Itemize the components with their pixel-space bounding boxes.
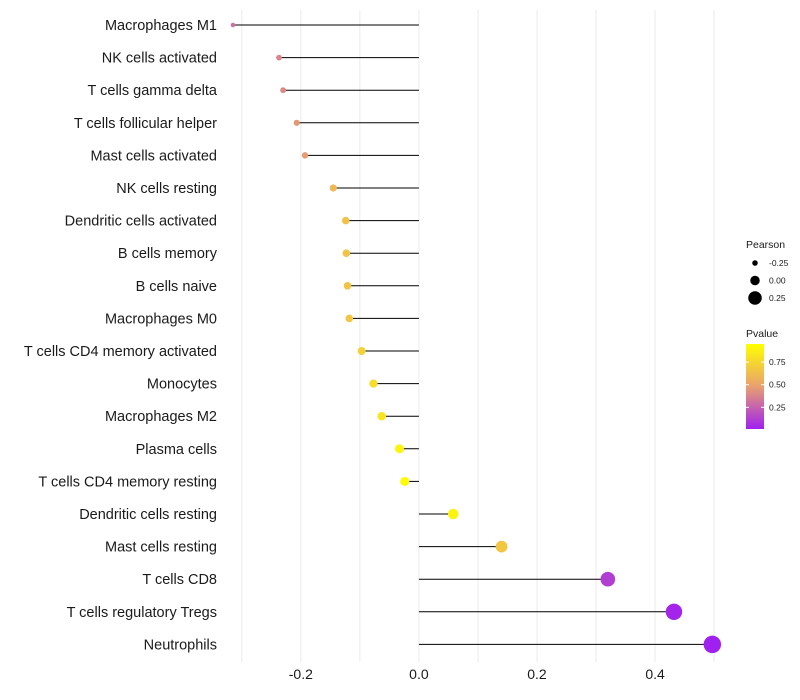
category-label: Macrophages M0 (105, 311, 217, 327)
color-legend-label: 0.25 (769, 402, 786, 412)
size-legend-label: 0.00 (769, 276, 786, 286)
category-labels: Macrophages M1 NK cells activated T cells … (24, 18, 218, 653)
lollipop-point (357, 347, 366, 355)
size-legend-label: -0.25 (769, 258, 789, 268)
size-legend-dot (752, 260, 758, 266)
lollipop-point (369, 379, 378, 388)
color-legend-label: 0.50 (769, 380, 786, 390)
category-label: T cells follicular helper (74, 116, 217, 132)
category-label: B cells naive (136, 279, 217, 295)
category-label: Mast cells resting (105, 540, 217, 556)
x-tick-label: -0.2 (289, 666, 313, 682)
category-label: Dendritic cells resting (79, 507, 217, 523)
lollipop-point (293, 119, 300, 126)
color-legend-label: 0.75 (769, 357, 786, 367)
x-tick-label: 0.4 (645, 666, 665, 682)
lollipop-point (342, 249, 351, 257)
x-axis-ticks: -0.2 0.0 0.2 0.4 (289, 666, 665, 682)
lollipop-point (230, 22, 236, 28)
lollipop-point (280, 87, 287, 94)
lollipop-point (703, 635, 722, 654)
lollipop-point (447, 508, 459, 520)
lollipop-point (301, 152, 309, 159)
x-tick-label: 0.0 (409, 666, 429, 682)
lollipop-point (345, 314, 354, 323)
lollipop-stems (232, 24, 713, 645)
category-label: Plasma cells (136, 442, 217, 458)
lollipop-point (276, 54, 282, 61)
category-label: T cells regulatory Tregs (67, 605, 217, 621)
lollipop-point (600, 571, 616, 587)
lollipop-point (495, 540, 508, 553)
x-tick-label: 0.2 (527, 666, 547, 682)
category-label: Mast cells activated (90, 148, 217, 164)
pvalue-legend-title: Pvalue (746, 328, 778, 340)
category-label: T cells CD8 (142, 572, 217, 588)
lollipop-point (665, 603, 683, 621)
size-legend-dot (748, 291, 762, 305)
lollipop-point (377, 411, 386, 421)
pearson-legend-title: Pearson (746, 239, 785, 251)
pvalue-color-legend: Pvalue 0.75 0.50 0.25 (746, 328, 786, 429)
lollipop-points (230, 22, 722, 654)
category-label: T cells gamma delta (88, 83, 218, 99)
category-label: Macrophages M1 (105, 18, 217, 34)
pearson-size-legend: Pearson -0.25 0.00 0.25 (746, 239, 789, 305)
lollipop-point (343, 282, 352, 290)
category-label: Neutrophils (144, 637, 217, 653)
size-legend-dot (750, 275, 760, 286)
grid-lines (241, 10, 715, 662)
category-label: B cells memory (118, 246, 218, 262)
category-label: Macrophages M2 (105, 409, 217, 425)
category-label: Monocytes (147, 377, 217, 393)
category-label: NK cells resting (116, 181, 217, 197)
lollipop-point (329, 184, 337, 192)
category-label: Dendritic cells activated (65, 214, 217, 230)
category-label: NK cells activated (102, 51, 217, 67)
category-label: T cells CD4 memory activated (24, 344, 217, 360)
lollipop-point (400, 476, 410, 486)
category-label: T cells CD4 memory resting (38, 474, 217, 490)
size-legend-label: 0.25 (769, 293, 786, 303)
lollipop-point (394, 444, 404, 454)
lollipop-point (341, 216, 350, 225)
pvalue-colorbar (746, 344, 764, 429)
